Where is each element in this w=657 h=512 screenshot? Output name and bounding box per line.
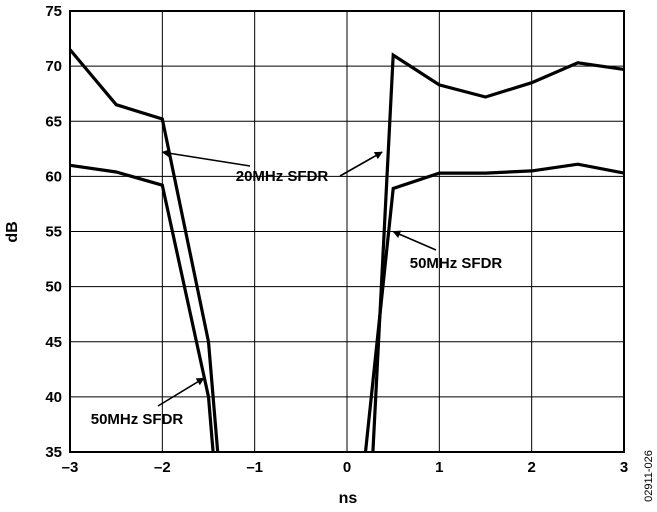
x-tick-label: –2 <box>154 459 171 476</box>
x-tick-label: 2 <box>527 459 535 476</box>
x-tick-label: 3 <box>620 459 628 476</box>
annotation-arrow <box>161 149 251 167</box>
axis-ticks: –3 –2 –1 0 1 2 3 35 40 45 50 55 60 65 70 75 <box>45 3 628 476</box>
plot-frame <box>69 10 625 453</box>
y-tick-label: 55 <box>45 224 62 241</box>
x-axis-label: ns <box>339 490 358 507</box>
y-tick-label: 35 <box>45 444 62 461</box>
series-line-20mhz-sfdr-2 <box>371 52 625 453</box>
x-tick-label: –1 <box>246 459 263 476</box>
annotations: 20MHz SFDR 50MHz SFDR 50MHz SFDR <box>91 149 503 428</box>
annotation-arrow <box>339 151 383 177</box>
y-tick-label: 45 <box>45 334 62 351</box>
y-tick-label: 50 <box>45 279 62 296</box>
x-tick-label: –3 <box>62 459 79 476</box>
annotation-arrow <box>157 377 205 407</box>
annotation-label: 20MHz SFDR <box>236 168 329 185</box>
annotation-label: 50MHz SFDR <box>91 411 184 428</box>
series-group <box>68 48 625 453</box>
y-axis-label: dB <box>4 221 21 242</box>
series-line-50mhz-sfdr-2 <box>363 162 625 453</box>
figure-id: 02911-026 <box>643 450 655 502</box>
series-line-20mhz-sfdr-1 <box>68 48 220 453</box>
y-tick-label: 60 <box>45 168 62 185</box>
x-tick-label: 1 <box>435 459 443 476</box>
y-tick-label: 70 <box>45 58 62 75</box>
y-tick-label: 65 <box>45 113 62 130</box>
y-tick-label: 75 <box>45 3 62 20</box>
y-tick-label: 40 <box>45 389 62 406</box>
annotation-label: 50MHz SFDR <box>410 255 503 272</box>
x-tick-label: 0 <box>343 459 351 476</box>
series-line-50mhz-sfdr-1 <box>69 163 215 453</box>
annotation-arrow <box>392 230 437 251</box>
